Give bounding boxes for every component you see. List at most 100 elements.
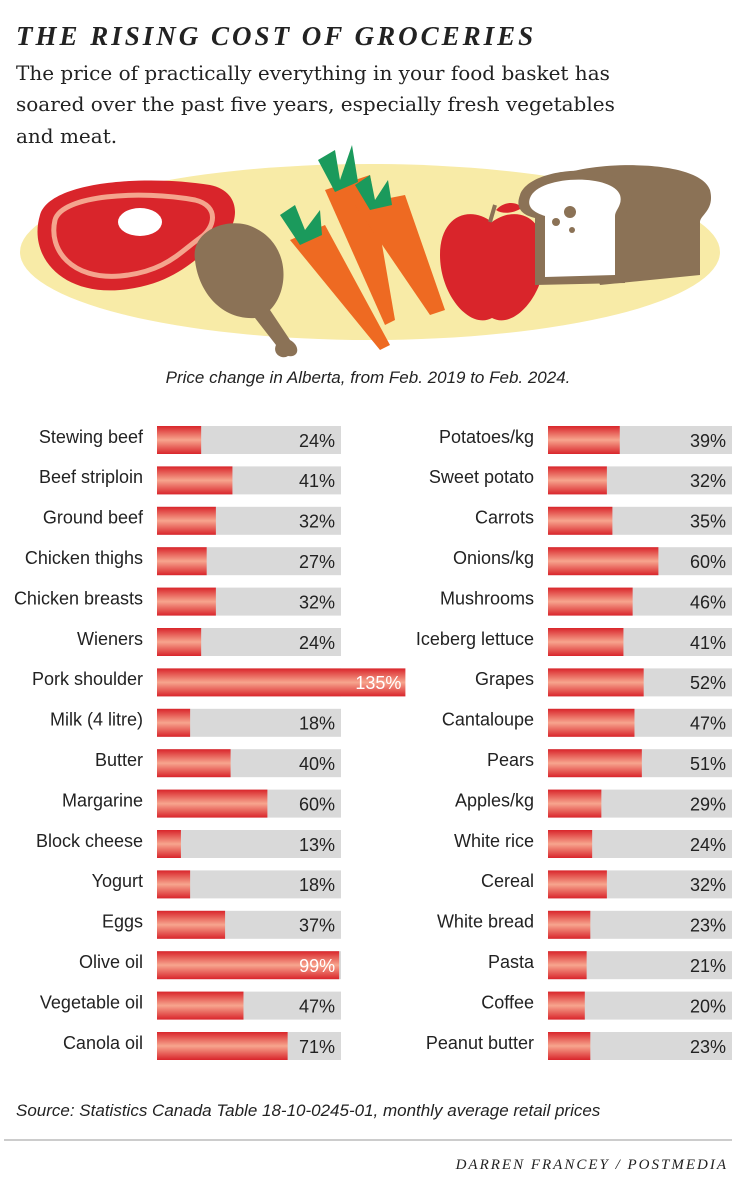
subtitle-line: and meat. [16,124,117,148]
credit: DARREN FRANCEY / POSTMEDIA [455,1157,728,1173]
category-label: White bread [437,912,534,932]
bar [157,830,181,858]
bread-hole [564,206,576,218]
bar [157,951,340,980]
value-label: 24% [299,431,335,451]
bar [548,426,620,454]
bar [157,628,202,656]
bar [157,668,406,697]
bread-slice [529,179,621,277]
category-label: Block cheese [36,831,143,851]
category-label: Vegetable oil [40,992,143,1012]
apple [440,214,545,321]
bar [548,951,587,980]
bar [548,547,659,576]
bar [157,749,231,778]
value-label: 47% [690,714,726,734]
value-label: 52% [690,673,726,693]
source: Source: Statistics Canada Table 18-10-02… [16,1101,601,1120]
steak-line [51,192,215,279]
bar [157,547,207,576]
bar [157,708,191,737]
value-label: 47% [299,996,335,1016]
value-label: 24% [690,835,726,855]
bar [157,789,268,818]
bar [548,587,633,616]
bar [548,708,635,737]
carrots [290,175,445,350]
bar [548,749,642,778]
category-label: Margarine [62,790,143,810]
category-label: Butter [95,750,143,770]
category-label: Potatoes/kg [439,427,534,447]
category-label: Peanut butter [426,1033,534,1053]
category-label: Yogurt [92,871,143,891]
value-label: 51% [690,754,726,774]
value-label: 13% [299,835,335,855]
category-label: Eggs [102,912,143,932]
bar [548,789,602,818]
carrot-tops [280,145,392,245]
category-label: Wieners [77,629,143,649]
value-label: 71% [299,1037,335,1057]
bar [157,506,216,535]
bar [157,587,216,616]
bar [548,870,607,899]
bar [548,668,644,697]
value-label: 20% [690,996,726,1016]
value-label: 40% [299,754,335,774]
category-label: Pork shoulder [32,669,143,689]
subtitle-line: The price of practically everything in y… [16,61,610,85]
value-label: 35% [690,512,726,532]
bread-hole [552,218,560,226]
category-label: Cantaloupe [442,710,534,730]
steak-bone [118,208,162,236]
value-label: 29% [690,794,726,814]
category-label: Mushrooms [440,588,534,608]
value-label: 32% [690,471,726,491]
category-label: Ground beef [43,508,144,528]
caption: Price change in Alberta, from Feb. 2019 … [166,368,571,387]
value-label: 23% [690,916,726,936]
value-label: 60% [690,552,726,572]
bar-charts: Stewing beef 24% Beef striploin 41% Ground b… [14,426,732,1060]
drumstick [194,223,298,358]
category-label: Carrots [475,508,534,528]
category-label: Chicken thighs [25,548,143,568]
value-label: 41% [690,633,726,653]
apple-leaf [496,203,522,213]
value-label: 135% [355,673,401,693]
subtitle-line: soared over the past five years, especia… [16,92,615,116]
category-label: Sweet potato [429,467,534,487]
bar [157,910,226,939]
value-label: 41% [299,471,335,491]
category-label: Chicken breasts [14,588,143,608]
value-label: 37% [299,916,335,936]
title: THE RISING COST OF GROCERIES [16,21,536,51]
bar [157,870,191,899]
bar [157,1032,288,1060]
category-label: Iceberg lettuce [416,629,534,649]
track [157,830,341,858]
bar [157,991,244,1020]
subtitle: The price of practically everything in y… [16,61,615,148]
value-label: 39% [690,431,726,451]
category-label: Grapes [475,669,534,689]
bread-hole [569,227,575,233]
value-label: 23% [690,1037,726,1057]
category-label: Apples/kg [455,790,534,810]
category-label: White rice [454,831,534,851]
value-label: 46% [690,592,726,612]
category-label: Cereal [481,871,534,891]
value-label: 32% [299,512,335,532]
bar [548,628,624,656]
bar [548,1032,591,1060]
value-label: 21% [690,956,726,976]
category-label: Coffee [481,992,534,1012]
value-label: 24% [299,633,335,653]
category-label: Olive oil [79,952,143,972]
value-label: 32% [690,875,726,895]
bar [548,910,591,939]
value-label: 32% [299,592,335,612]
